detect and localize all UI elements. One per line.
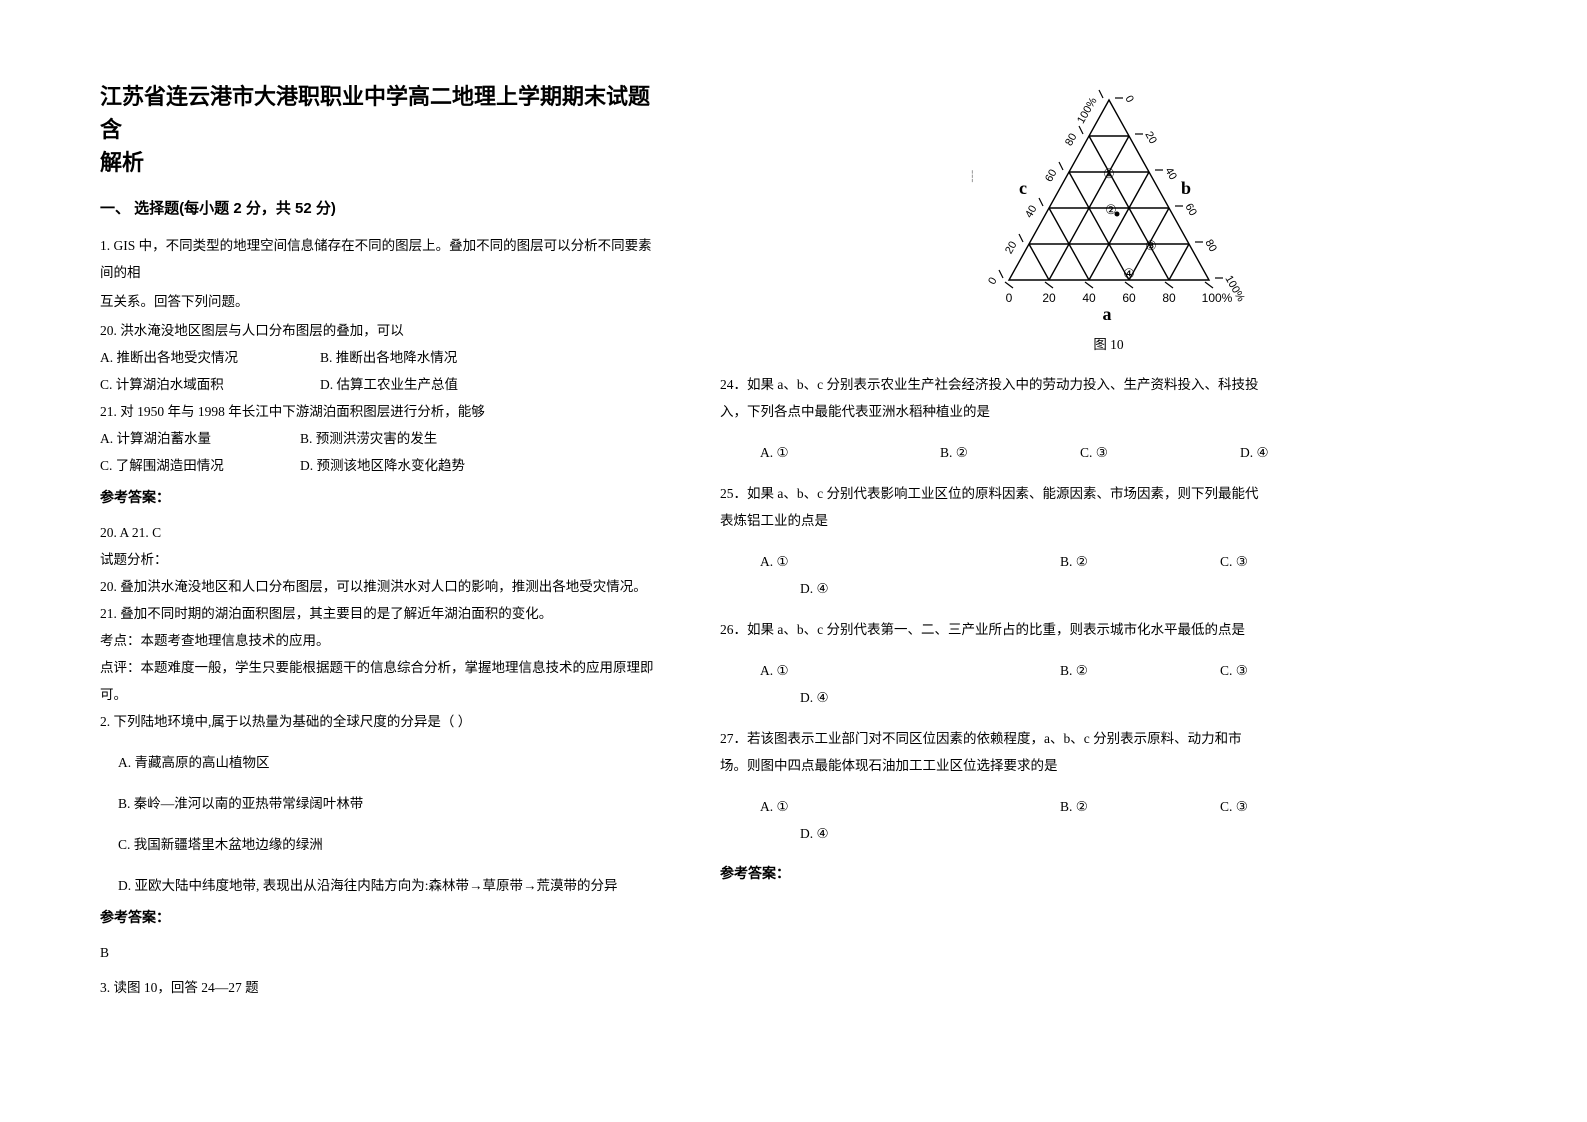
q27-c: C. ③ — [1220, 793, 1248, 820]
point-2-dot — [1114, 212, 1119, 217]
q26-c: C. ③ — [1220, 657, 1248, 684]
figure-caption: 图 10 — [720, 333, 1497, 353]
q25-options-r1: A. ① B. ② C. ③ — [720, 548, 1497, 575]
q24-b: B. ② — [940, 439, 1080, 466]
page-container: 江苏省连云港市大港职职业中学高二地理上学期期末试题含 解析 一、 选择题(每小题… — [0, 0, 1587, 1041]
section-1-heading: 一、 选择题(每小题 2 分，共 52 分) — [100, 197, 660, 218]
axis-c-label: c — [1019, 178, 1027, 198]
q1-sub20-stem: 20. 洪水淹没地区图层与人口分布图层的叠加，可以 — [100, 317, 660, 344]
left-column: 江苏省连云港市大港职职业中学高二地理上学期期末试题含 解析 一、 选择题(每小题… — [100, 80, 660, 1001]
q2-answer-label: 参考答案： — [100, 903, 660, 931]
svg-text:0: 0 — [1122, 94, 1135, 105]
q25-a: A. ① — [760, 548, 1060, 575]
svg-text:60: 60 — [1182, 202, 1199, 219]
q2-c: C. 我国新疆塔里木盆地边缘的绿洲 — [100, 831, 660, 858]
q1-sub20-d: D. 估算工农业生产总值 — [320, 371, 600, 398]
edge-marker: ┆ — [969, 170, 976, 183]
q2-a: A. 青藏高原的高山植物区 — [100, 749, 660, 776]
q24-c: C. ③ — [1080, 439, 1240, 466]
q2-options: A. 青藏高原的高山植物区 B. 秦岭—淮河以南的亚热带常绿阔叶林带 C. 我国… — [100, 749, 660, 899]
q1-analysis-20: 20. 叠加洪水淹没地区和人口分布图层，可以推测洪水对人口的影响，推测出各地受灾… — [100, 573, 660, 600]
q27-options-r1: A. ① B. ② C. ③ — [720, 793, 1497, 820]
q26-b: B. ② — [1060, 657, 1220, 684]
q2-stem: 2. 下列陆地环境中,属于以热量为基础的全球尺度的分异是（ ） — [100, 708, 660, 735]
point-1: ① — [1103, 166, 1115, 181]
q1-sub21-row1: A. 计算湖泊蓄水量 B. 预测洪涝灾害的发生 — [100, 425, 660, 452]
right-column: ① ② ③ ④ 0 20 40 60 80 100% 0 — [720, 80, 1497, 1001]
q1-answer-line: 20. A 21. C — [100, 519, 660, 546]
svg-text:80: 80 — [1202, 238, 1219, 255]
q2-b: B. 秦岭—淮河以南的亚热带常绿阔叶林带 — [100, 790, 660, 817]
svg-text:60: 60 — [1122, 291, 1136, 305]
q2-answer: B — [100, 939, 660, 966]
svg-text:0: 0 — [1005, 291, 1012, 305]
q1-answer-label: 参考答案： — [100, 483, 660, 511]
q25-c: C. ③ — [1220, 548, 1248, 575]
q1-sub21-b: B. 预测洪涝灾害的发生 — [300, 425, 580, 452]
q26-stem: 26．如果 a、b、c 分别代表第一、二、三产业所占的比重，则表示城市化水平最低… — [720, 616, 1497, 643]
svg-text:100%: 100% — [1075, 95, 1100, 126]
q24-stem-1: 24．如果 a、b、c 分别表示农业生产社会经济投入中的劳动力投入、生产资料投入… — [720, 371, 1497, 398]
q2-d: D. 亚欧大陆中纬度地带, 表现出从沿海往内陆方向为:森林带→草原带→荒漠带的分… — [100, 872, 660, 899]
svg-text:80: 80 — [1162, 291, 1176, 305]
q1-sub21-a: A. 计算湖泊蓄水量 — [100, 425, 300, 452]
q25-d: D. ④ — [720, 575, 1497, 602]
svg-text:40: 40 — [1162, 166, 1179, 183]
q1-dianping: 点评：本题难度一般，学生只要能根据题干的信息综合分析，掌握地理信息技术的应用原理… — [100, 654, 660, 708]
svg-text:40: 40 — [1082, 291, 1096, 305]
q1-sub20-row2: C. 计算湖泊水域面积 D. 估算工农业生产总值 — [100, 371, 660, 398]
right-answer-label: 参考答案： — [720, 859, 1497, 887]
q1-stem-2: 互关系。回答下列问题。 — [100, 288, 660, 315]
q25-stem-2: 表炼铝工业的点是 — [720, 507, 1497, 534]
q27-d: D. ④ — [720, 820, 1497, 847]
svg-text:60: 60 — [1043, 168, 1060, 185]
q24-options: A. ① B. ② C. ③ D. ④ — [720, 439, 1497, 466]
title-line-1: 江苏省连云港市大港职职业中学高二地理上学期期末试题含 — [100, 84, 650, 142]
svg-text:100%: 100% — [1201, 291, 1232, 305]
q26-a: A. ① — [760, 657, 1060, 684]
q25-b: B. ② — [1060, 548, 1220, 575]
axis-a-label: a — [1102, 304, 1111, 324]
svg-text:20: 20 — [1142, 130, 1159, 147]
q1-sub20-b: B. 推断出各地降水情况 — [320, 344, 600, 371]
q27-stem-1: 27．若该图表示工业部门对不同区位因素的依赖程度，a、b、c 分别表示原料、动力… — [720, 725, 1497, 752]
svg-text:80: 80 — [1063, 132, 1080, 149]
q1-sub20-row1: A. 推断出各地受灾情况 B. 推断出各地降水情况 — [100, 344, 660, 371]
figure-10: ① ② ③ ④ 0 20 40 60 80 100% 0 — [720, 80, 1497, 325]
document-title: 江苏省连云港市大港职职业中学高二地理上学期期末试题含 解析 — [100, 80, 660, 179]
q1-stem-1: 1. GIS 中，不同类型的地理空间信息储存在不同的图层上。叠加不同的图层可以分… — [100, 232, 660, 286]
svg-text:20: 20 — [1042, 291, 1056, 305]
q1-sub21-c: C. 了解围湖造田情况 — [100, 452, 300, 479]
q3-stem: 3. 读图 10，回答 24—27 题 — [100, 974, 660, 1001]
q27-a: A. ① — [760, 793, 1060, 820]
q1-sub21-row2: C. 了解围湖造田情况 D. 预测该地区降水变化趋势 — [100, 452, 660, 479]
point-4: ④ — [1123, 266, 1135, 281]
q1-sub21-d: D. 预测该地区降水变化趋势 — [300, 452, 580, 479]
triangle-diagram-icon: ① ② ③ ④ 0 20 40 60 80 100% 0 — [949, 80, 1269, 325]
q24-d: D. ④ — [1240, 439, 1269, 466]
q24-stem-2: 入，下列各点中最能代表亚洲水稻种植业的是 — [720, 398, 1497, 425]
title-line-2: 解析 — [100, 150, 144, 175]
q26-options-r1: A. ① B. ② C. ③ — [720, 657, 1497, 684]
svg-text:40: 40 — [1023, 204, 1040, 221]
q1-sub20-c: C. 计算湖泊水域面积 — [100, 371, 320, 398]
svg-text:0: 0 — [986, 276, 999, 287]
axis-b-label: b — [1181, 178, 1191, 198]
q25-stem-1: 25．如果 a、b、c 分别代表影响工业区位的原料因素、能源因素、市场因素，则下… — [720, 480, 1497, 507]
q24-a: A. ① — [760, 439, 940, 466]
q1-analysis-label: 试题分析： — [100, 546, 660, 573]
q1-analysis-21: 21. 叠加不同时期的湖泊面积图层，其主要目的是了解近年湖泊面积的变化。 — [100, 600, 660, 627]
svg-text:20: 20 — [1003, 240, 1020, 257]
q1-sub21-stem: 21. 对 1950 年与 1998 年长江中下游湖泊面积图层进行分析，能够 — [100, 398, 660, 425]
q27-b: B. ② — [1060, 793, 1220, 820]
q1-sub20-a: A. 推断出各地受灾情况 — [100, 344, 320, 371]
q27-stem-2: 场。则图中四点最能体现石油加工工业区位选择要求的是 — [720, 752, 1497, 779]
q1-kaodian: 考点：本题考查地理信息技术的应用。 — [100, 627, 660, 654]
q26-d: D. ④ — [720, 684, 1497, 711]
point-3: ③ — [1145, 238, 1157, 253]
